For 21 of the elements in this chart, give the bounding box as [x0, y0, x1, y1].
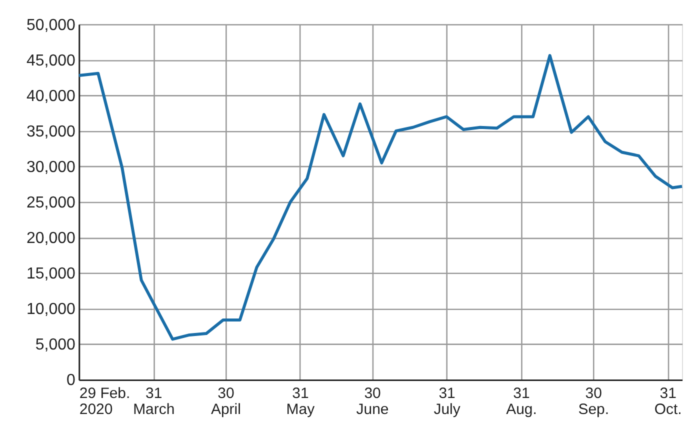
y-tick-label: 35,000	[26, 123, 76, 140]
y-tick-label: 20,000	[26, 230, 76, 248]
x-tick-label: 31 May	[286, 385, 316, 418]
y-tick-label: 50,000	[26, 16, 76, 34]
x-tick-label: 31 Oct.	[654, 385, 682, 418]
x-tick-label: 29 Feb. 2020	[79, 385, 130, 418]
y-tick-label: 15,000	[26, 266, 76, 283]
x-tick-label: 31 July	[434, 385, 461, 418]
y-tick-label: 0	[66, 372, 76, 390]
line-series	[77, 54, 684, 341]
y-tick-label: 45,000	[26, 52, 76, 70]
x-tick-label: 30 April	[210, 385, 241, 418]
y-tick-label: 30,000	[26, 158, 76, 176]
x-tick-label: 30 June	[356, 385, 389, 418]
x-tick-label: 30 Sep.	[578, 385, 609, 418]
y-tick-label: 40,000	[26, 88, 76, 105]
y-tick-label: 5,000	[35, 336, 76, 354]
x-tick-label: 31 March	[133, 385, 175, 418]
y-tick-label: 10,000	[26, 301, 76, 318]
y-tick-label: 25,000	[26, 194, 76, 212]
x-tick-label: 31 Aug.	[506, 385, 537, 418]
